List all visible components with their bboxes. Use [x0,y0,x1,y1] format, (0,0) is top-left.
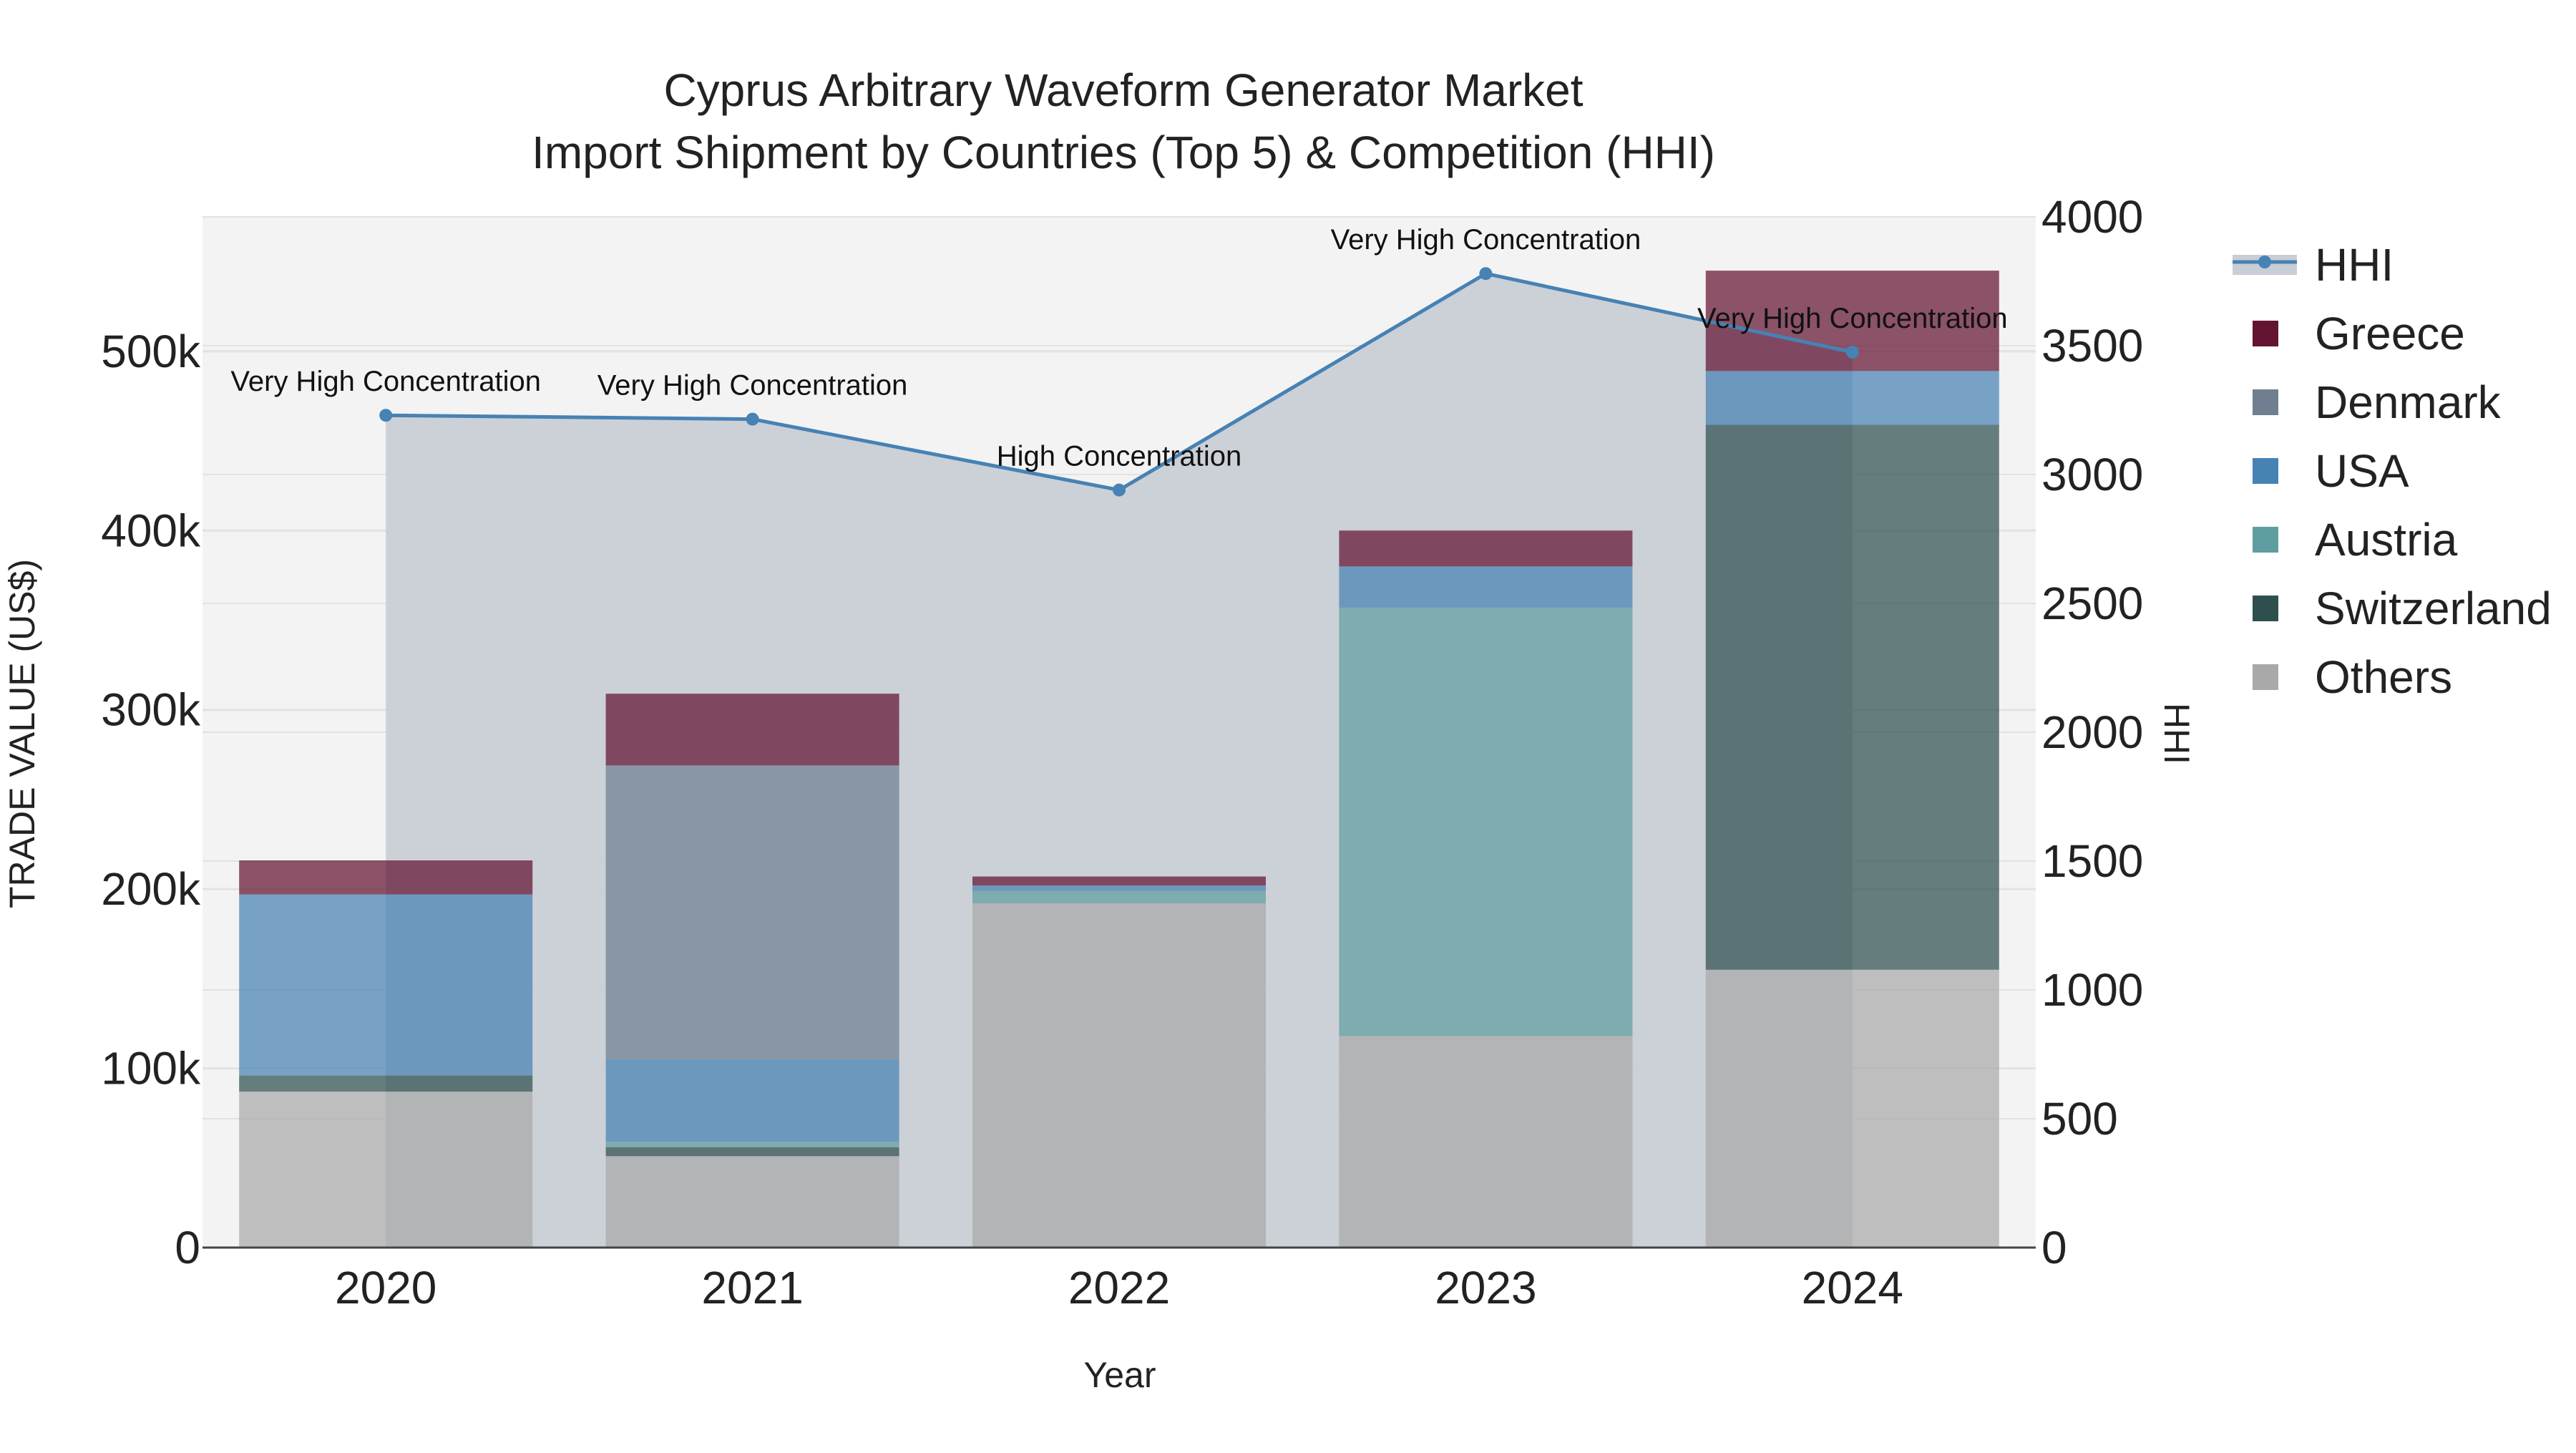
legend-swatch-denmark [2253,389,2278,415]
x-tick-labels: 2020 2021 2022 2023 2024 [335,1262,1903,1313]
bar-switzerland-2024 [1705,424,1999,970]
legend-label-denmark: Denmark [2315,376,2502,428]
hhi-annotation-2022: High Concentration [997,441,1241,472]
hhi-line-group [379,267,1859,497]
y2-tick-label: 3500 [2041,320,2143,371]
hhi-annotations: Very High Concentration Very High Concent… [230,224,2007,472]
hhi-point-2024 [1845,346,1859,359]
y2-tick-label: 1500 [2041,835,2143,887]
legend-swatch-greece [2253,321,2278,346]
hhi-annotation-2021: Very High Concentration [597,370,908,402]
y2-tick-label: 500 [2041,1093,2118,1145]
y-tick-label: 400k [101,505,201,556]
bar-denmark-2021 [605,765,899,1060]
y-tick-label: 300k [101,684,201,736]
bar-usa-2020 [239,894,533,1076]
legend-swatch-hhi-marker [2258,256,2271,268]
y-tick-label: 0 [175,1222,200,1273]
y2-tick-labels: 0 500 1000 1500 2000 2500 3000 3500 4000 [2041,191,2143,1273]
y2-tick-label: 2000 [2041,706,2143,758]
x-axis-title: Year [1083,1355,1156,1395]
legend-label-austria: Austria [2315,514,2458,565]
y2-tick-label: 4000 [2041,191,2143,243]
hhi-annotation-2023: Very High Concentration [1331,224,1641,256]
bar-austria-2021 [605,1142,899,1147]
y2-tick-label: 2500 [2041,578,2143,629]
bar-others-2023 [1339,1036,1633,1248]
y-tick-labels: 0 100k 200k 300k 400k 500k [101,326,201,1273]
x-tick-2021: 2021 [701,1262,803,1313]
bar-usa-2023 [1339,566,1633,608]
legend-label-greece: Greece [2315,308,2465,359]
y-axis-title: TRADE VALUE (US$) [2,559,42,908]
bar-austria-2023 [1339,607,1633,1036]
legend-item-switzerland: Switzerland [2253,583,2552,634]
legend-swatch-others [2253,664,2278,690]
y2-tick-label: 0 [2041,1222,2067,1273]
y2-tick-label: 3000 [2041,449,2143,500]
bar-austria-2022 [972,890,1266,904]
chart-title-line1: Cyprus Arbitrary Waveform Generator Mark… [663,64,1583,116]
y-tick-label: 100k [101,1043,201,1094]
bar-switzerland-2021 [605,1147,899,1157]
hhi-annotation-2024: Very High Concentration [1697,303,2008,334]
legend-swatch-switzerland [2253,596,2278,621]
legend-swatch-austria [2253,527,2278,553]
bar-usa-2022 [972,885,1266,891]
legend-label-usa: USA [2315,445,2409,497]
bar-others-2020 [239,1092,533,1248]
bar-greece-2023 [1339,530,1633,567]
bars [239,271,1999,1248]
bar-switzerland-2020 [239,1075,533,1092]
hhi-point-2023 [1479,267,1493,281]
chart-title-line2: Import Shipment by Countries (Top 5) & C… [532,127,1715,178]
legend-item-hhi: HHI [2233,239,2394,291]
y2-axis-title: HHI [2157,703,2197,764]
hhi-point-2020 [379,409,393,422]
bar-usa-2024 [1705,371,1999,425]
legend: HHI Greece Denmark USA Austria Switzerland Oth… [2233,239,2552,703]
y-tick-label: 200k [101,863,201,915]
legend-item-greece: Greece [2253,308,2465,359]
x-tick-2023: 2023 [1435,1262,1536,1313]
x-tick-2024: 2024 [1802,1262,1903,1313]
y2-tick-label: 1000 [2041,964,2143,1016]
hhi-point-2021 [746,412,759,426]
bar-others-2024 [1705,969,1999,1248]
bar-greece-2020 [239,860,533,895]
legend-item-austria: Austria [2253,514,2458,565]
legend-item-denmark: Denmark [2253,376,2502,428]
bar-others-2021 [605,1156,899,1248]
legend-item-usa: USA [2253,445,2409,497]
hhi-annotation-2020: Very High Concentration [230,366,541,397]
legend-label-switzerland: Switzerland [2315,583,2552,634]
hhi-point-2022 [1113,483,1126,497]
x-tick-2022: 2022 [1068,1262,1170,1313]
bar-usa-2021 [605,1059,899,1142]
legend-swatch-usa [2253,458,2278,484]
legend-label-hhi: HHI [2315,239,2394,291]
legend-item-others: Others [2253,651,2452,703]
bar-greece-2021 [605,694,899,766]
legend-label-others: Others [2315,651,2452,703]
bar-greece-2022 [972,876,1266,886]
bar-others-2022 [972,903,1266,1248]
x-tick-2020: 2020 [335,1262,436,1313]
y-tick-label: 500k [101,326,201,377]
